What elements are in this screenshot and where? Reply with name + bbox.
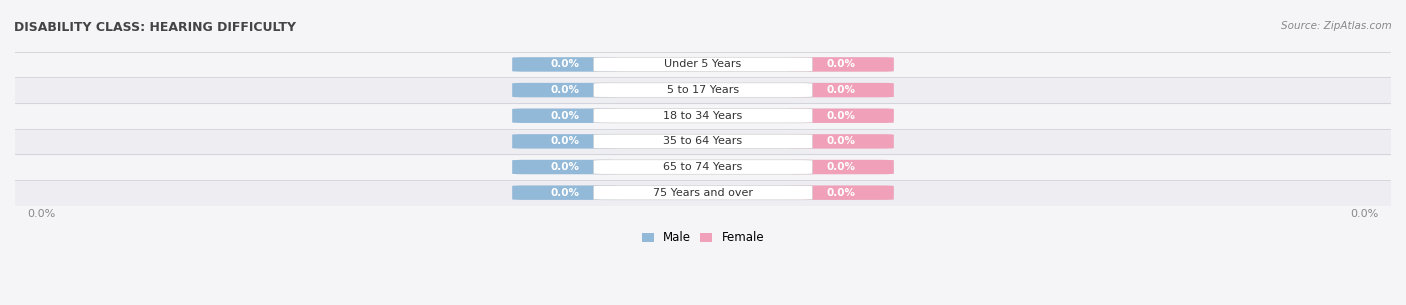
Bar — [15, 77, 1391, 103]
FancyBboxPatch shape — [512, 160, 619, 174]
Text: DISABILITY CLASS: HEARING DIFFICULTY: DISABILITY CLASS: HEARING DIFFICULTY — [14, 21, 297, 34]
Text: 0.0%: 0.0% — [827, 188, 855, 198]
Text: 0.0%: 0.0% — [551, 136, 579, 146]
FancyBboxPatch shape — [593, 185, 813, 200]
Bar — [15, 103, 1391, 128]
FancyBboxPatch shape — [512, 160, 894, 174]
Bar — [15, 52, 1391, 77]
Legend: Male, Female: Male, Female — [637, 226, 769, 249]
FancyBboxPatch shape — [512, 134, 619, 149]
Text: 18 to 34 Years: 18 to 34 Years — [664, 111, 742, 121]
Text: 0.0%: 0.0% — [551, 85, 579, 95]
Text: 0.0%: 0.0% — [551, 59, 579, 70]
Text: Source: ZipAtlas.com: Source: ZipAtlas.com — [1281, 21, 1392, 31]
FancyBboxPatch shape — [787, 57, 894, 72]
FancyBboxPatch shape — [512, 83, 894, 97]
FancyBboxPatch shape — [512, 134, 894, 149]
Text: 0.0%: 0.0% — [827, 162, 855, 172]
FancyBboxPatch shape — [512, 83, 619, 97]
FancyBboxPatch shape — [512, 109, 894, 123]
FancyBboxPatch shape — [787, 109, 894, 123]
Text: 0.0%: 0.0% — [827, 111, 855, 121]
Text: 5 to 17 Years: 5 to 17 Years — [666, 85, 740, 95]
FancyBboxPatch shape — [512, 185, 894, 200]
FancyBboxPatch shape — [787, 160, 894, 174]
FancyBboxPatch shape — [512, 185, 619, 200]
FancyBboxPatch shape — [787, 185, 894, 200]
Text: 0.0%: 0.0% — [827, 136, 855, 146]
FancyBboxPatch shape — [512, 57, 894, 72]
Text: 0.0%: 0.0% — [827, 85, 855, 95]
Text: 75 Years and over: 75 Years and over — [652, 188, 754, 198]
FancyBboxPatch shape — [593, 57, 813, 72]
FancyBboxPatch shape — [787, 134, 894, 149]
FancyBboxPatch shape — [512, 57, 619, 72]
Text: 0.0%: 0.0% — [827, 59, 855, 70]
Bar — [15, 154, 1391, 180]
Text: 0.0%: 0.0% — [551, 111, 579, 121]
Text: 0.0%: 0.0% — [28, 210, 56, 220]
FancyBboxPatch shape — [593, 160, 813, 174]
Text: 0.0%: 0.0% — [551, 188, 579, 198]
Bar — [15, 128, 1391, 154]
Text: Under 5 Years: Under 5 Years — [665, 59, 741, 70]
Text: 0.0%: 0.0% — [1350, 210, 1378, 220]
Text: 65 to 74 Years: 65 to 74 Years — [664, 162, 742, 172]
Text: 0.0%: 0.0% — [551, 162, 579, 172]
FancyBboxPatch shape — [593, 83, 813, 97]
FancyBboxPatch shape — [787, 83, 894, 97]
Bar — [15, 180, 1391, 206]
FancyBboxPatch shape — [593, 134, 813, 149]
Text: 35 to 64 Years: 35 to 64 Years — [664, 136, 742, 146]
FancyBboxPatch shape — [512, 109, 619, 123]
FancyBboxPatch shape — [593, 109, 813, 123]
